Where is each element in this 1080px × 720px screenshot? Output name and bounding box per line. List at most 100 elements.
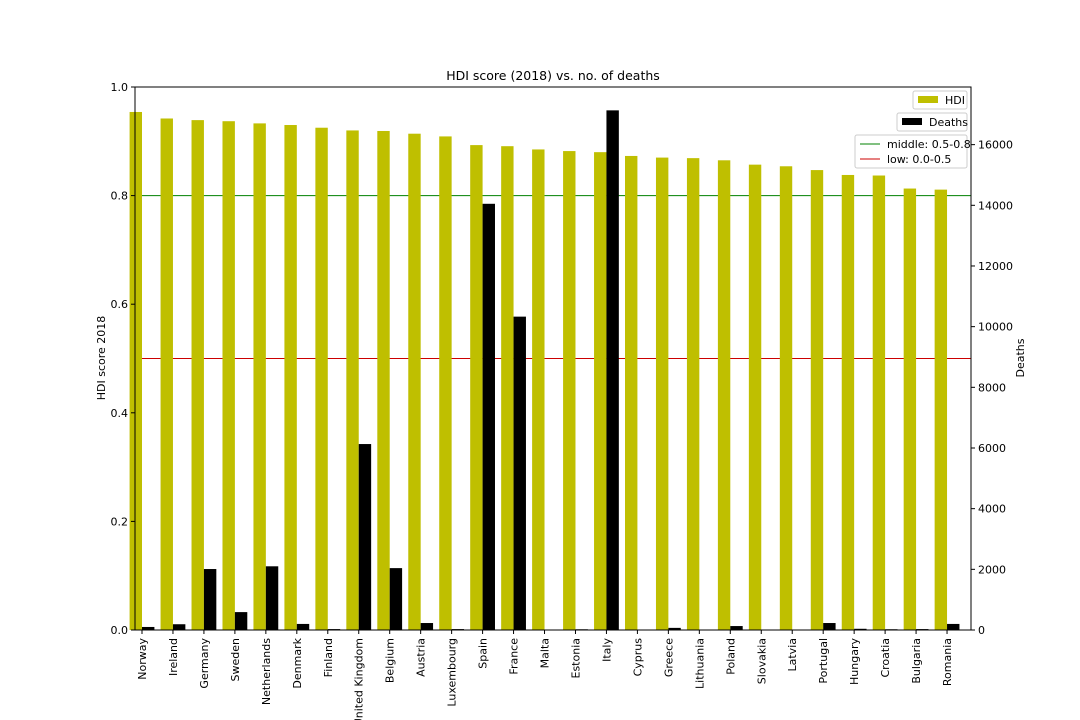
x-tick-label: Ireland [167,638,180,676]
bar-deaths [730,626,743,630]
bar-hdi [191,120,204,631]
bar-deaths [172,624,186,630]
left-axis-label: HDI score 2018 [95,316,108,401]
bar-deaths [234,612,248,630]
x-tick-label: Netherlands [260,638,273,705]
bar-deaths [389,568,403,630]
legend-hdi-label: HDI [945,94,965,107]
legend-low-label: low: 0.0-0.5 [887,153,951,166]
bar-hdi [501,146,514,630]
plot-frame [134,86,972,631]
y2-tick-label: 8000 [978,381,1006,394]
x-tick-label: United Kingdom [353,638,366,720]
x-tick-label: Finland [322,638,335,677]
legend-lines-box [854,134,968,169]
x-tick-label: Croatia [879,638,892,678]
x-tick-label: Portugal [817,638,830,684]
left-axis-ticks: 0.0 0.2 0.4 0.6 0.8 1.0 [111,81,135,637]
bar-hdi [625,155,638,630]
y-tick-label: 0.0 [111,624,129,637]
y-tick-label: 0.8 [111,190,129,203]
x-tick-label: Malta [539,638,552,668]
y2-tick-label: 12000 [978,260,1013,273]
bar-deaths [358,444,372,630]
bar-deaths [420,623,434,630]
x-tick-label: Lithuania [693,638,706,689]
bar-deaths [513,316,526,630]
bar-hdi [594,152,607,630]
legend-deaths-label: Deaths [929,116,968,129]
bar-hdi [748,164,762,631]
legend-lines: middle: 0.5-0.8 low: 0.0-0.5 [854,134,971,169]
legend-deaths-box [896,112,968,132]
x-tick-label: Poland [724,638,737,675]
x-tick-label: Slovakia [755,638,768,684]
bar-hdi [408,133,421,630]
y2-tick-label: 16000 [978,139,1013,152]
bar-deaths [668,627,681,630]
legend-hdi-swatch [918,96,938,103]
legend-hdi: HDI [912,90,968,110]
legend-deaths: Deaths [896,112,968,132]
right-axis-label: Deaths [1014,338,1027,377]
right-axis-ticks: 0 2000 4000 6000 8000 10000 12000 14000 16000 [971,139,1013,637]
x-tick-label: Italy [600,638,613,662]
x-tick-label: Austria [415,638,428,677]
x-tick-label: Luxembourg [446,638,459,707]
x-tick-label: Belgium [384,638,397,683]
bar-hdi [129,111,142,630]
y-tick-label: 1.0 [111,81,129,94]
x-tick-label: Spain [477,638,490,669]
y2-tick-label: 14000 [978,199,1013,212]
bar-hdi [810,170,824,631]
bar-deaths [203,569,217,630]
bar-hdi [934,189,948,630]
bar-deaths [823,623,836,630]
bar-deaths [854,628,867,630]
y2-tick-label: 2000 [978,563,1006,576]
bar-hdi [779,166,793,630]
bar-hdi [655,157,669,630]
x-tick-label: France [508,638,521,675]
bar-hdi [841,174,855,630]
legend-hdi-box [912,90,968,110]
x-axis-ticks: Norway Ireland Germany Sweden Netherlands Den… [136,630,954,720]
bar-hdi [470,145,483,630]
legend-middle-label: middle: 0.5-0.8 [887,138,971,151]
y2-tick-label: 4000 [978,503,1006,516]
bar-hdi [563,151,576,630]
bars [129,110,960,631]
bar-deaths [482,203,495,630]
y-tick-label: 0.2 [111,515,129,528]
x-tick-label: Bulgaria [910,638,923,684]
y2-tick-label: 0 [978,624,985,637]
bar-hdi [377,130,390,630]
x-tick-label: Estonia [569,638,582,679]
bar-deaths [142,626,155,630]
bar-deaths [296,623,310,630]
x-tick-label: Cyprus [631,638,644,677]
x-tick-label: Norway [136,638,149,680]
x-tick-label: Hungary [848,638,861,685]
x-tick-label: Romania [941,638,954,686]
y2-tick-label: 10000 [978,321,1013,334]
bar-hdi [872,175,886,630]
reference-lines [135,195,971,359]
bar-deaths [265,566,279,630]
y-tick-label: 0.4 [111,407,129,420]
bar-hdi [532,149,545,630]
bar-hdi [903,188,917,630]
bar-hdi [284,125,297,630]
y2-tick-label: 6000 [978,442,1006,455]
bar-hdi [315,127,328,630]
x-tick-label: Sweden [229,638,242,681]
bar-hdi [160,118,173,630]
bar-hdi [346,130,359,630]
x-tick-label: Denmark [291,637,304,688]
bar-hdi [686,158,700,630]
x-tick-label: Latvia [786,638,799,672]
bar-deaths [947,623,960,630]
x-tick-label: Greece [662,638,675,677]
x-tick-label: Germany [198,638,211,689]
